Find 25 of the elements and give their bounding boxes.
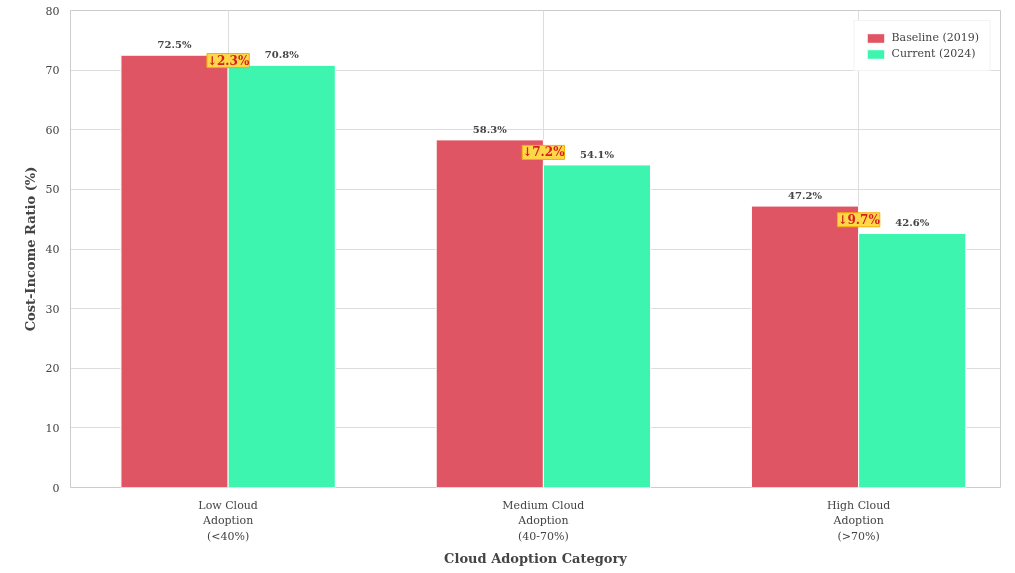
y-tick-label: 80 — [45, 4, 60, 18]
x-tick-label: High Cloud Adoption (>70%) — [826, 498, 891, 543]
y-tick-label: 60 — [45, 123, 60, 137]
data-label: 42.6% — [895, 217, 930, 229]
y-tick-label: 20 — [45, 362, 60, 376]
y-tick-label: 50 — [45, 183, 60, 197]
data-label: 54.1% — [580, 148, 615, 160]
y-axis-title: Cost-Income Ratio (%) — [22, 166, 38, 332]
y-tick-label: 0 — [52, 481, 60, 495]
annotation: ↓9.7% — [837, 212, 881, 227]
x-tick-label: Low Cloud Adoption (<40%) — [198, 498, 258, 543]
data-label: 47.2% — [788, 190, 823, 202]
annotation: ↓7.2% — [522, 145, 566, 160]
data-label: 58.3% — [472, 123, 508, 135]
legend-label: Baseline (2019) — [891, 31, 979, 44]
y-tick-label: 70 — [45, 64, 60, 78]
y-tick-label: 40 — [45, 243, 60, 256]
annotation: ↓2.3% — [206, 53, 250, 68]
data-label: 72.5% — [157, 39, 192, 51]
data-label: 70.8% — [264, 49, 300, 61]
x-axis-title: Cloud Adoption Category — [444, 550, 628, 566]
y-tick-label: 30 — [45, 302, 60, 316]
y-tick-label: 10 — [45, 421, 60, 435]
legend-label: Current (2024) — [891, 47, 976, 60]
x-tick-label: Medium Cloud Adoption (40-70%) — [502, 498, 585, 543]
